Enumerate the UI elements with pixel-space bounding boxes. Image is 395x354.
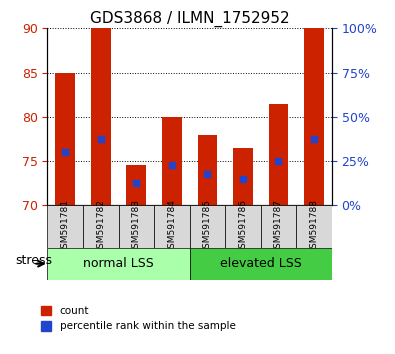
Bar bbox=[91, 28, 111, 205]
FancyBboxPatch shape bbox=[190, 205, 225, 248]
Bar bbox=[304, 28, 324, 205]
FancyBboxPatch shape bbox=[47, 205, 83, 248]
Text: GSM591784: GSM591784 bbox=[167, 199, 176, 254]
Text: GSM591781: GSM591781 bbox=[61, 199, 70, 254]
Legend: count, percentile rank within the sample: count, percentile rank within the sample bbox=[37, 302, 240, 336]
Bar bbox=[126, 165, 146, 205]
Text: GSM591787: GSM591787 bbox=[274, 199, 283, 254]
Text: stress: stress bbox=[15, 254, 53, 267]
FancyBboxPatch shape bbox=[83, 205, 118, 248]
Text: elevated LSS: elevated LSS bbox=[220, 257, 301, 270]
Text: GSM591783: GSM591783 bbox=[132, 199, 141, 254]
Text: GSM591782: GSM591782 bbox=[96, 199, 105, 254]
FancyBboxPatch shape bbox=[118, 205, 154, 248]
Title: GDS3868 / ILMN_1752952: GDS3868 / ILMN_1752952 bbox=[90, 11, 290, 27]
FancyBboxPatch shape bbox=[190, 248, 332, 280]
FancyBboxPatch shape bbox=[47, 248, 190, 280]
Bar bbox=[269, 103, 288, 205]
Text: GSM591786: GSM591786 bbox=[239, 199, 247, 254]
Text: GSM591785: GSM591785 bbox=[203, 199, 212, 254]
FancyBboxPatch shape bbox=[225, 205, 261, 248]
Bar bbox=[162, 117, 182, 205]
FancyBboxPatch shape bbox=[261, 205, 296, 248]
FancyBboxPatch shape bbox=[154, 205, 190, 248]
Bar bbox=[198, 135, 217, 205]
FancyBboxPatch shape bbox=[296, 205, 332, 248]
Bar bbox=[55, 73, 75, 205]
Bar bbox=[233, 148, 253, 205]
Text: normal LSS: normal LSS bbox=[83, 257, 154, 270]
Text: GSM591788: GSM591788 bbox=[310, 199, 318, 254]
